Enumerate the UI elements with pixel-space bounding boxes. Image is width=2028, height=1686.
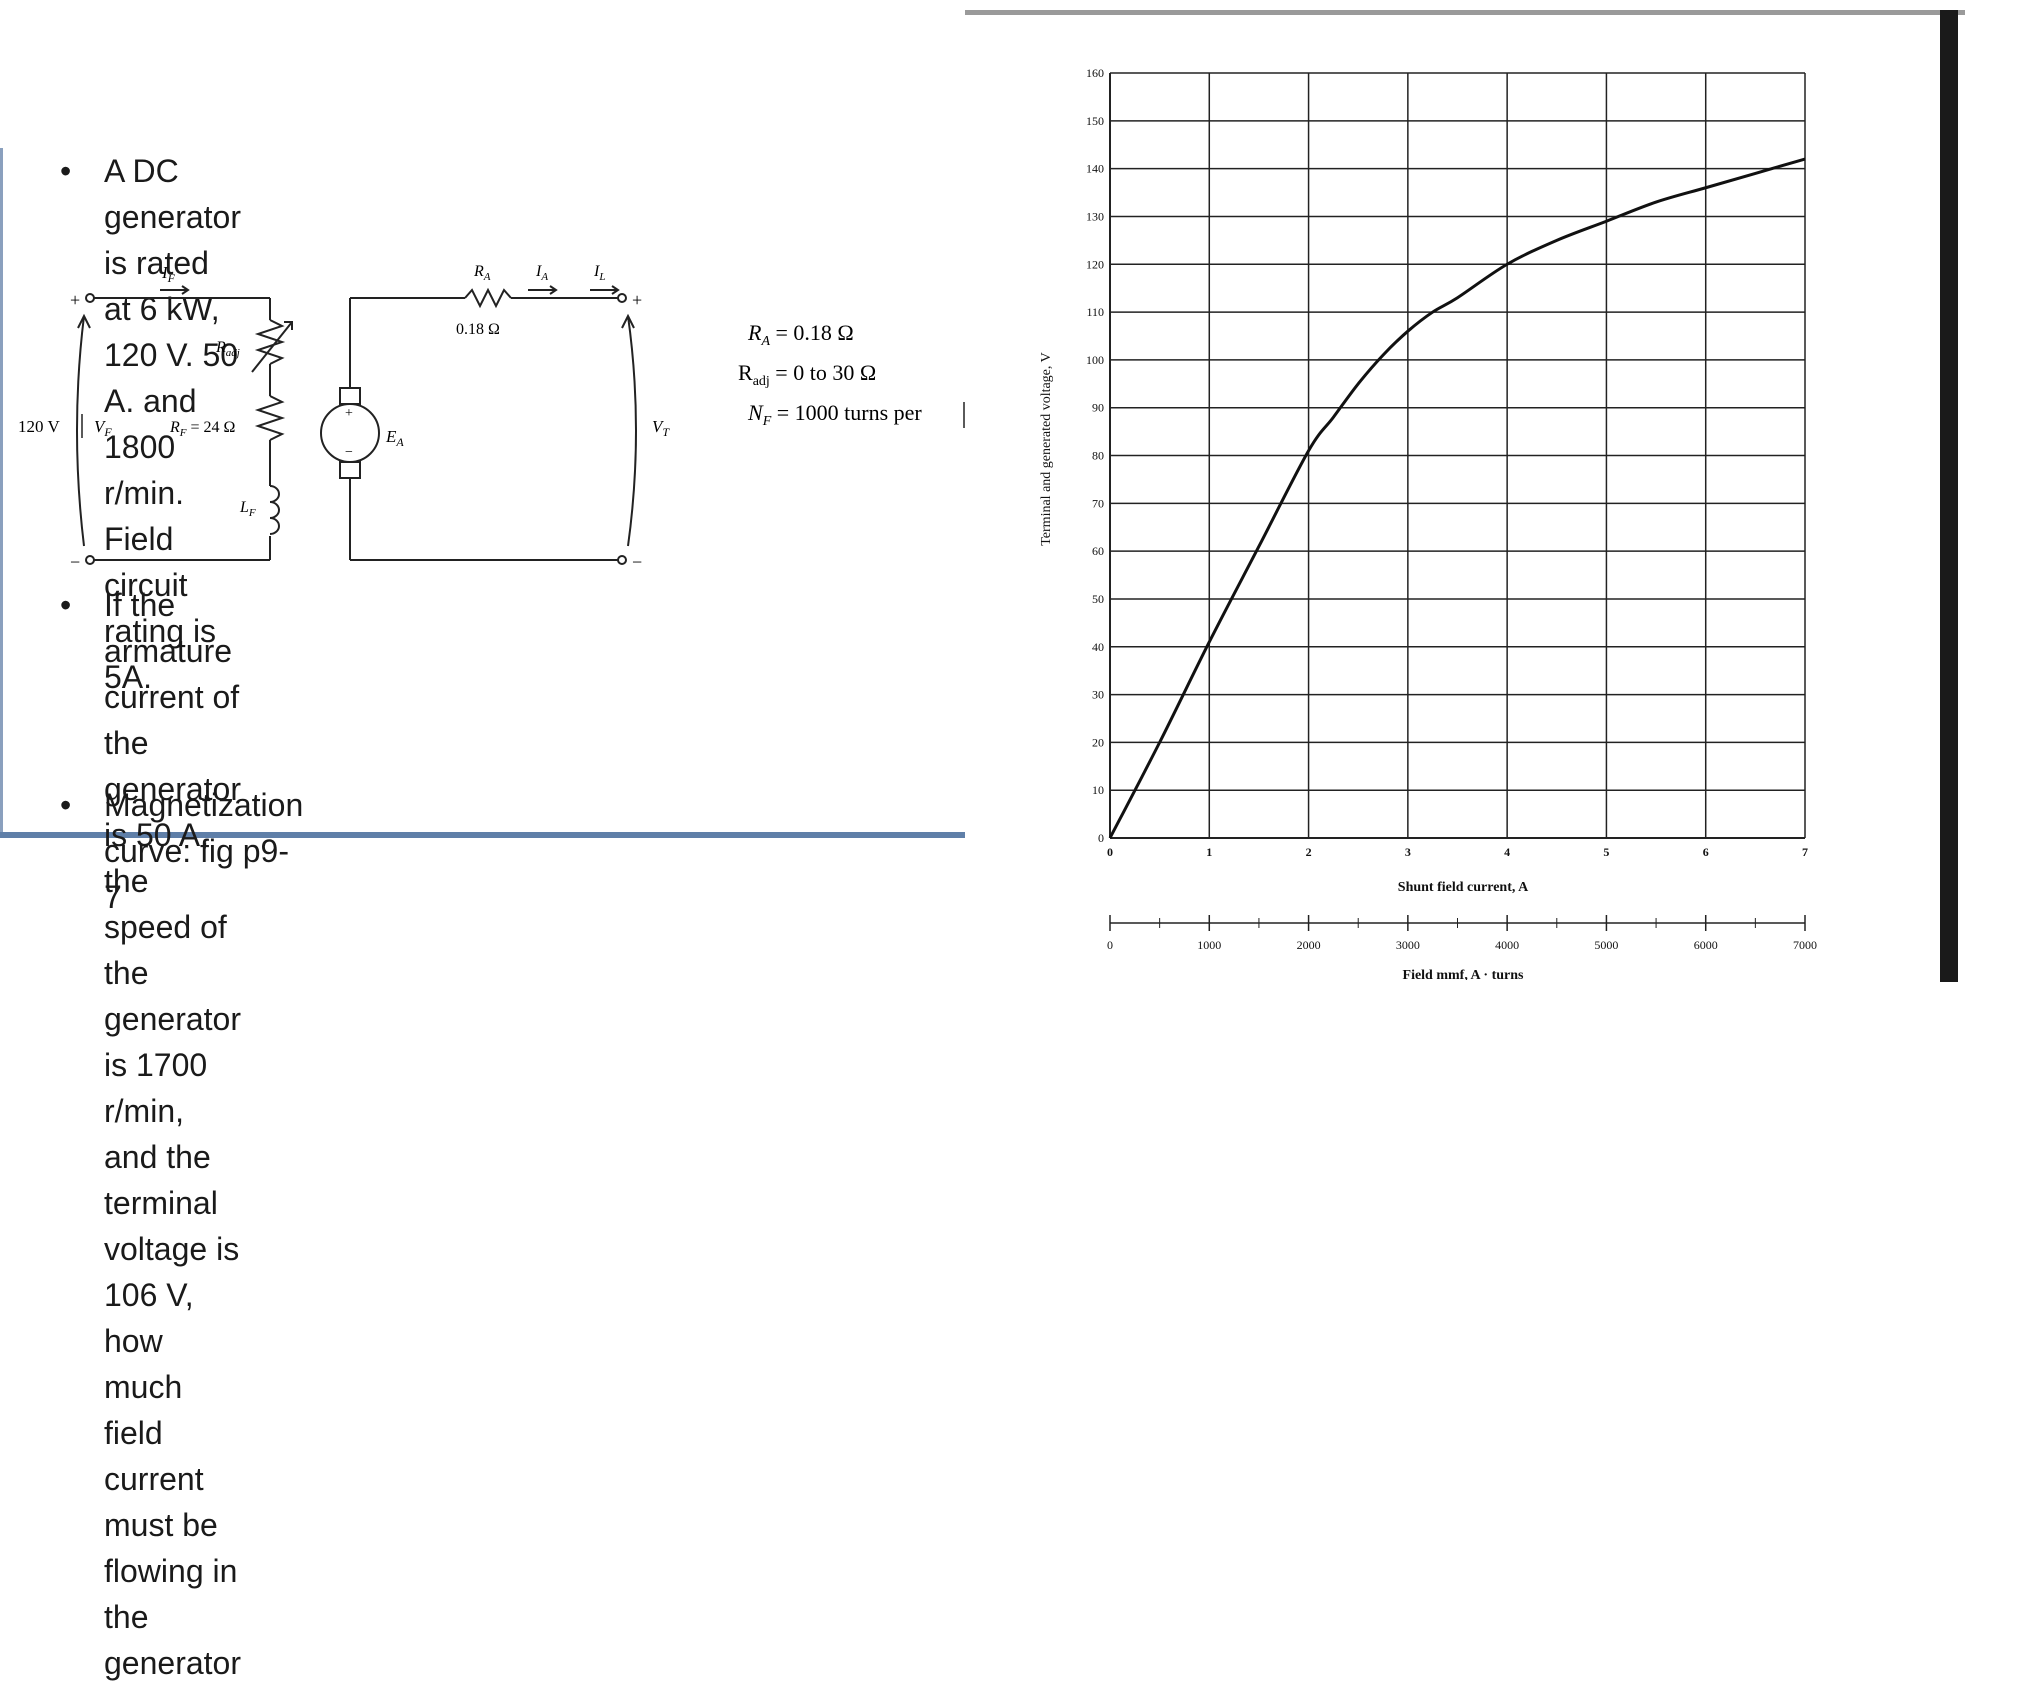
- y-tick-label: 30: [1092, 688, 1104, 702]
- secondary-x-tick-label: 3000: [1396, 938, 1420, 952]
- y-tick-label: 140: [1086, 162, 1104, 176]
- bullet-line: 1800 r/min. Field circuit rating is 5A.: [104, 429, 217, 695]
- bullet-line: speed of the generator is 1700 r/min, an…: [104, 909, 241, 1175]
- y-tick-label: 20: [1092, 735, 1104, 749]
- circuit-diagram: + − + − 120 V VF IF Radj RF = 24 Ω LF RA…: [18, 263, 965, 572]
- slide: • A DC generator is rated at 6 kW, 120 V…: [0, 10, 1965, 1681]
- bullet-dot: •: [60, 153, 72, 189]
- ra-label: RA: [473, 263, 491, 283]
- y-tick-label: 0: [1098, 831, 1104, 845]
- secondary-x-tick-label: 7000: [1793, 938, 1817, 952]
- x-tick-label: 2: [1306, 845, 1312, 859]
- x-tick-label: 4: [1504, 845, 1510, 859]
- x-tick-label: 3: [1405, 845, 1411, 859]
- ia-label: IA: [535, 263, 548, 283]
- param-radj: Radj = 0 to 30 Ω: [738, 360, 876, 389]
- y-tick-label: 160: [1086, 66, 1104, 80]
- machine-plus: +: [345, 406, 353, 421]
- if-label: IF: [161, 263, 176, 285]
- secondary-x-tick-label: 1000: [1197, 938, 1221, 952]
- y-tick-label: 150: [1086, 114, 1104, 128]
- magnetization-curve-chart: 0102030405060708090100110120130140150160…: [1039, 66, 1817, 980]
- x-tick-label: 1: [1206, 845, 1212, 859]
- x-tick-label: 6: [1703, 845, 1709, 859]
- secondary-x-tick-label: 0: [1107, 938, 1113, 952]
- secondary-x-tick-label: 5000: [1594, 938, 1618, 952]
- terminal-plus-right: +: [632, 290, 642, 310]
- y-tick-label: 100: [1086, 353, 1104, 367]
- vt-label: VT: [652, 417, 670, 439]
- y-tick-label: 10: [1092, 783, 1104, 797]
- y-tick-label: 120: [1086, 257, 1104, 271]
- x-tick-labels: 0 1 2 3 4 5 6 7: [1107, 845, 1808, 859]
- machine-minus: −: [345, 445, 353, 460]
- y-tick-label: 50: [1092, 592, 1104, 606]
- y-tick-label: 130: [1086, 209, 1104, 223]
- secondary-x-axis: 0 1000 2000 3000 4000 5000 6000 7000: [1107, 915, 1817, 952]
- bullet-line: terminal voltage is 106 V, how much fiel…: [104, 1185, 240, 1497]
- param-ra: RA = 0.18 Ω: [747, 320, 854, 349]
- x-axis-label: Shunt field current, A: [1398, 880, 1529, 895]
- y-tick-label: 60: [1092, 544, 1104, 558]
- y-tick-label: 110: [1086, 305, 1104, 319]
- vf-label: VF: [94, 417, 112, 439]
- terminal-plus-left: +: [70, 290, 80, 310]
- rf-label: RF = 24 Ω: [169, 419, 236, 439]
- secondary-x-tick-label: 6000: [1694, 938, 1718, 952]
- bullet-line: Magnetization curve: fig p9-7: [104, 787, 304, 915]
- magnetization-curve-line: [1108, 157, 1806, 839]
- window-right-edge: [1940, 10, 1958, 982]
- il-label: IL: [593, 263, 605, 283]
- y-axis-label: Terminal and generated voltage, V: [1039, 352, 1054, 546]
- secondary-x-tick-label: 2000: [1297, 938, 1321, 952]
- y-tick-label: 90: [1092, 401, 1104, 415]
- supply-voltage-label: 120 V: [18, 417, 60, 436]
- chart-grid: [1109, 72, 1806, 839]
- ra-value-label: 0.18 Ω: [456, 321, 500, 338]
- bullet-line: If the armature current of the generator…: [104, 587, 241, 899]
- radj-label: Radj: [215, 339, 240, 359]
- bullet-dot: •: [60, 587, 72, 623]
- terminal-minus-right: −: [632, 552, 642, 572]
- secondary-x-axis-label: Field mmf, A · turns: [1403, 968, 1525, 980]
- param-nf: NF = 1000 turns per: [747, 400, 922, 429]
- figure-top-rule: [965, 10, 1965, 15]
- lf-label: LF: [239, 499, 256, 519]
- x-tick-label: 0: [1107, 845, 1113, 859]
- ea-label: EA: [385, 427, 404, 449]
- slide-left-border: [0, 148, 3, 838]
- y-tick-labels: 0 10 20 30 40 50 60 70 80 90 100 110 120 130 140 150 160: [1086, 66, 1104, 845]
- x-tick-label: 5: [1603, 845, 1609, 859]
- y-tick-label: 70: [1092, 496, 1104, 510]
- x-tick-label: 7: [1802, 845, 1808, 859]
- y-tick-label: 40: [1092, 640, 1104, 654]
- slide-bottom-rule: [0, 832, 965, 838]
- terminal-minus-left: −: [70, 552, 80, 572]
- bullet-line: must be flowing in the generator: [104, 1507, 241, 1681]
- bullet-dot: •: [60, 787, 72, 823]
- y-tick-label: 80: [1092, 449, 1104, 463]
- secondary-x-tick-label: 4000: [1495, 938, 1519, 952]
